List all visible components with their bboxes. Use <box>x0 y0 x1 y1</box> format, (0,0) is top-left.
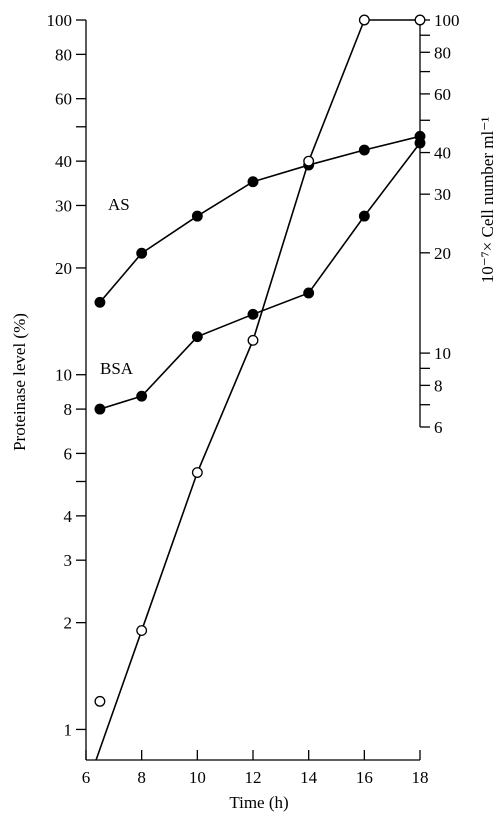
left-y-axis-title: Proteinase level (%) <box>10 313 29 451</box>
data-point-cell-number <box>414 14 426 26</box>
data-point-as <box>191 210 203 222</box>
left-y-tick-label: 60 <box>55 90 72 109</box>
data-point-bsa <box>94 403 106 415</box>
right-y-tick-label: 20 <box>434 244 451 263</box>
left-y-tick-label: 10 <box>55 366 72 385</box>
data-point-bsa <box>358 210 370 222</box>
data-point-cell-number <box>358 14 370 26</box>
right-y-axis-title: 10⁻⁷× Cell number ml⁻¹ <box>478 117 497 284</box>
left-y-tick-label: 3 <box>64 551 73 570</box>
data-point-as <box>136 247 148 259</box>
data-point-bsa <box>303 287 315 299</box>
x-tick-label: 14 <box>300 768 318 787</box>
right-y-tick-label: 100 <box>434 11 460 30</box>
right-y-tick-label: 30 <box>434 185 451 204</box>
x-tick-label: 12 <box>245 768 262 787</box>
series-line-cell-number <box>95 19 420 761</box>
right-y-tick-label: 40 <box>434 144 451 163</box>
data-point-bsa <box>247 308 259 320</box>
data-point-as <box>358 144 370 156</box>
axes: 6 8 10 12 14 16 181234681020304060801006810203… <box>47 11 460 787</box>
data-point-cell-number <box>303 155 315 167</box>
data-point-cell-number <box>136 625 148 637</box>
data-point-bsa <box>414 137 426 149</box>
right-y-tick-label: 10 <box>434 344 451 363</box>
series-line-as <box>99 135 421 303</box>
series-line-bsa <box>99 142 421 410</box>
x-tick-label: 16 <box>356 768 373 787</box>
x-axis-title: Time (h) <box>229 793 288 812</box>
left-y-tick-label: 8 <box>64 400 73 419</box>
right-y-tick-label: 8 <box>434 376 443 395</box>
left-y-tick-label: 100 <box>47 11 73 30</box>
data-point-as <box>94 296 106 308</box>
left-y-tick-label: 20 <box>55 259 72 278</box>
data-point-bsa <box>136 390 148 402</box>
left-y-tick-label: 1 <box>64 720 73 739</box>
left-y-tick-label: 2 <box>64 614 73 633</box>
x-tick-label: 6 <box>82 768 91 787</box>
data-point-as <box>247 176 259 188</box>
data-point-cell-number <box>94 695 106 707</box>
series-label-as: AS <box>108 195 130 214</box>
left-y-tick-label: 30 <box>55 196 72 215</box>
data-point-cell-number <box>247 334 259 346</box>
left-y-tick-label: 80 <box>55 45 72 64</box>
right-y-tick-label: 80 <box>434 43 451 62</box>
x-tick-label: 10 <box>189 768 206 787</box>
left-y-tick-label: 40 <box>55 152 72 171</box>
left-y-tick-label: 4 <box>64 507 73 526</box>
right-y-tick-label: 60 <box>434 85 451 104</box>
x-tick-label: 8 <box>137 768 146 787</box>
series-layer <box>94 14 426 761</box>
series-label-bsa: BSA <box>100 359 134 378</box>
right-y-tick-label: 6 <box>434 418 443 437</box>
data-point-cell-number <box>191 467 203 478</box>
left-y-tick-label: 6 <box>64 444 73 463</box>
data-point-bsa <box>191 331 203 343</box>
x-tick-label: 18 <box>412 768 429 787</box>
